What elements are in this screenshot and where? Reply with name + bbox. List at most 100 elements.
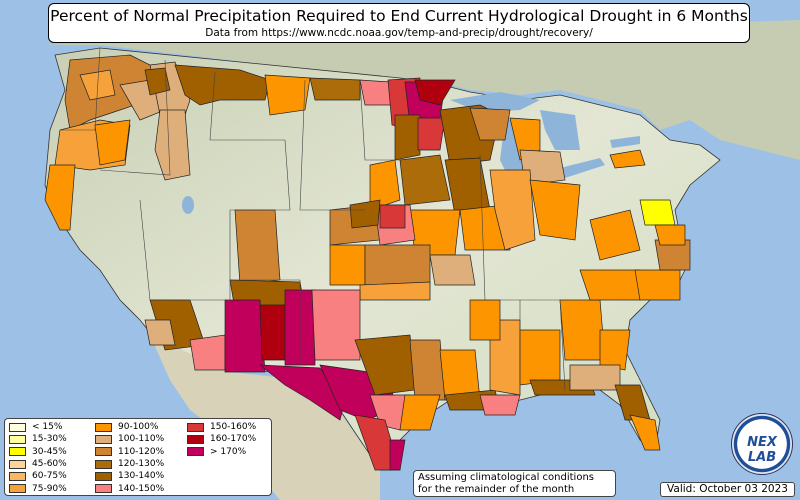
legend-label: 130-140% [118, 471, 165, 482]
legend-item: 15-30% [9, 433, 95, 445]
region-texas-tip [389, 439, 406, 471]
legend-item: 130-140% [95, 470, 187, 482]
legend-swatch [95, 422, 112, 432]
legend-label: 140-150% [118, 483, 165, 494]
region-indiana [489, 169, 536, 251]
region-georgia-east [599, 329, 631, 371]
great-salt-lake [182, 196, 194, 214]
legend-swatch [9, 471, 26, 481]
legend-swatch [187, 447, 204, 457]
region-california-north [44, 164, 76, 231]
lake-huron [540, 110, 580, 150]
valid-date: Valid: October 03 2023 [660, 482, 795, 497]
region-missouri-south [429, 254, 476, 286]
region-ohio [529, 179, 581, 241]
legend-label: 150-160% [210, 422, 257, 433]
legend-item: 140-150% [95, 482, 187, 494]
canada-land [40, 20, 800, 160]
legend-swatch [95, 471, 112, 481]
lake-erie [560, 158, 605, 178]
region-montana-east [264, 74, 311, 116]
legend-item: 110-120% [95, 446, 187, 458]
region-nebraska-se [379, 204, 406, 229]
region-carolinas-east [634, 269, 681, 301]
legend-item: < 15% [9, 421, 95, 433]
legend-item: 30-45% [9, 446, 95, 458]
region-wisconsin-west [417, 117, 446, 151]
region-nebraska-south [349, 199, 381, 229]
legend-item: > 170% [187, 446, 273, 458]
legend-swatch [95, 447, 112, 457]
region-arizona-west [144, 319, 176, 346]
lake-ontario [610, 136, 640, 148]
region-kansas-sw [329, 244, 366, 286]
legend-swatch [187, 434, 204, 444]
map-subtitle: Data from https://www.ncdc.noaa.gov/temp… [205, 27, 593, 39]
legend-item: 90-100% [95, 421, 187, 433]
legend-label: 75-90% [32, 483, 67, 494]
region-colorado-west [234, 209, 281, 286]
legend-label: 45-60% [32, 459, 67, 470]
region-texas-panhandle [311, 289, 361, 361]
region-nebraska-east [369, 159, 401, 211]
region-maryland [639, 199, 676, 226]
legend-item: 60-75% [9, 470, 95, 482]
map-title: Percent of Normal Precipitation Required… [50, 7, 748, 25]
legend-swatch [9, 434, 26, 444]
region-louisiana-coast [479, 394, 521, 416]
legend-label: 15-30% [32, 434, 67, 445]
region-georgia-south [569, 364, 621, 391]
legend-label: > 170% [210, 446, 247, 457]
legend-label: 90-100% [118, 422, 159, 433]
legend-item: 75-90% [9, 482, 95, 494]
legend-label: 110-120% [118, 446, 165, 457]
legend-swatch [9, 447, 26, 457]
legend-label: < 15% [32, 422, 63, 433]
legend-item: 150-160% [187, 421, 273, 433]
region-kansas-south [364, 244, 431, 286]
state-borders [60, 47, 566, 395]
region-idaho-south [154, 109, 191, 181]
region-new-york-west [609, 149, 646, 169]
region-iowa [399, 154, 451, 206]
legend-swatch [9, 484, 26, 494]
legend-label: 60-75% [32, 471, 67, 482]
region-montana-west [174, 64, 271, 106]
region-arizona-south [189, 334, 226, 371]
region-georgia-north [559, 299, 606, 361]
legend-label: 120-130% [118, 459, 165, 470]
region-carolinas-west [579, 269, 641, 301]
drought-regions [44, 54, 691, 471]
region-virginia-east [654, 224, 686, 246]
region-arrowhead [414, 79, 456, 106]
region-texas-west [258, 364, 346, 421]
note-line-2: for the remainder of the month [418, 484, 575, 495]
region-tennessee-west [469, 299, 501, 341]
region-idaho-north [144, 67, 171, 96]
legend-item: 100-110% [95, 433, 187, 445]
region-oregon-central [94, 119, 131, 166]
region-nd-west [309, 77, 361, 101]
title-box: Percent of Normal Precipitation Required… [48, 3, 750, 43]
logo-text: NEX LAB [747, 435, 777, 465]
region-upper-michigan [469, 107, 511, 141]
region-michigan-north [509, 117, 541, 161]
region-iowa-north [394, 114, 421, 161]
legend: < 15% 15-30% 30-45% 45-60% 60-75% 75-90% 90-10… [4, 418, 272, 496]
legend-swatch [9, 422, 26, 432]
region-texas-coast [399, 394, 441, 431]
legend-item: 160-170% [187, 433, 273, 445]
mexico-land [150, 335, 380, 500]
legend-swatch [95, 434, 112, 444]
nexlab-logo: NEX LAB [731, 413, 793, 475]
legend-label: 30-45% [32, 446, 67, 457]
region-nm-central [259, 304, 286, 361]
legend-swatch [187, 422, 204, 432]
legend-swatch [95, 484, 112, 494]
legend-swatch [95, 459, 112, 469]
region-virginia [589, 209, 641, 261]
region-florida-south [629, 414, 661, 451]
assumption-note: Assuming climatological conditions for t… [413, 470, 616, 497]
region-oklahoma-north [359, 281, 431, 301]
